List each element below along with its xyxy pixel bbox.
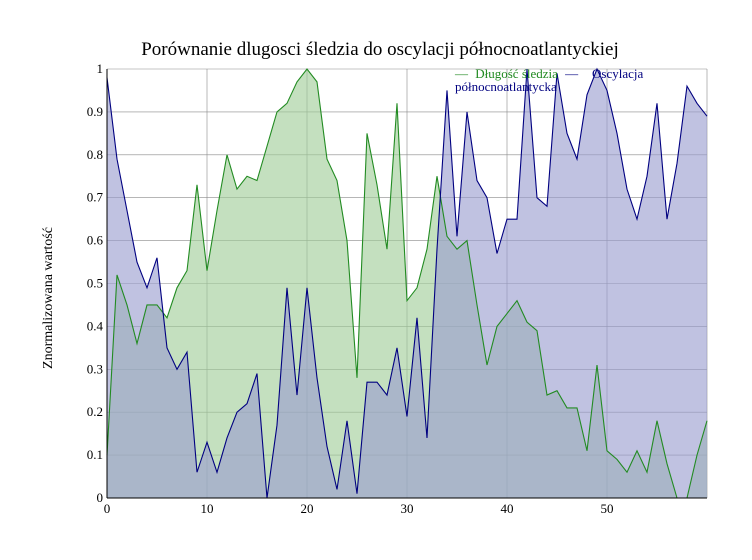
legend-separator-1: — bbox=[454, 66, 469, 81]
legend-entry-oscillation: Oscylacja północnoatlantycka bbox=[455, 66, 647, 94]
legend-line1: — Długość śledzia — bbox=[454, 66, 579, 81]
y-tick-label-4: 0.4 bbox=[87, 318, 104, 333]
chart-title: Porównanie dlugosci śledzia do oscylacji… bbox=[141, 39, 619, 60]
x-tick-label-0: 0 bbox=[104, 501, 111, 516]
legend-entry-oscillation-line1: Oscylacja bbox=[592, 66, 643, 81]
y-tick-label-8: 0.8 bbox=[87, 147, 103, 162]
y-tick-label-5: 0.5 bbox=[87, 276, 103, 291]
series-line-1 bbox=[106, 67, 708, 499]
x-tick-label-2: 20 bbox=[301, 501, 314, 516]
legend: — Długość śledzia — Oscylacja północnoat… bbox=[454, 66, 647, 94]
x-tick-label-4: 40 bbox=[501, 501, 514, 516]
x-tick-label-5: 50 bbox=[601, 501, 614, 516]
x-tick-label-1: 10 bbox=[201, 501, 214, 516]
y-tick-label-10: 1 bbox=[97, 61, 104, 76]
y-tick-label-0: 0 bbox=[97, 490, 104, 505]
y-tick-label-1: 0.1 bbox=[87, 447, 103, 462]
y-tick-label-3: 0.3 bbox=[87, 361, 103, 376]
y-tick-label-9: 0.9 bbox=[87, 104, 103, 119]
plot-area: 0 10 20 30 40 50 0 0.1 0.2 0.3 0.4 0.5 0.6 0.7 0.8 0.9 1 bbox=[87, 61, 708, 516]
legend-entry-oscillation-line2: północnoatlantycka bbox=[455, 79, 557, 94]
y-axis-title: Znormalizowana wartość bbox=[41, 227, 56, 369]
y-tick-label-2: 0.2 bbox=[87, 404, 103, 419]
y-tick-label-7: 0.7 bbox=[87, 190, 104, 205]
series-line-0 bbox=[106, 68, 708, 499]
y-tick-label-6: 0.6 bbox=[87, 233, 104, 248]
legend-separator-2: — bbox=[564, 66, 579, 81]
x-tick-label-3: 30 bbox=[401, 501, 414, 516]
legend-entry-length: Długość śledzia bbox=[475, 66, 558, 81]
